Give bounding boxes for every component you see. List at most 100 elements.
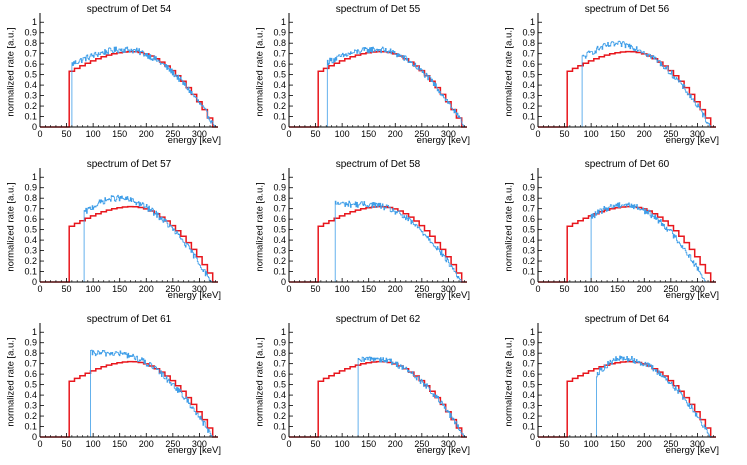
- panel-title: spectrum of Det 58: [335, 159, 421, 170]
- x-tick-label: 250: [165, 129, 180, 139]
- x-tick-label: 100: [335, 129, 350, 139]
- y-tick-label: 0.4: [24, 390, 37, 400]
- series-measurement-line: [289, 46, 467, 128]
- x-tick-label: 250: [165, 439, 180, 449]
- y-tick-label: 0.9: [24, 28, 37, 38]
- y-tick-label: 0.6: [24, 59, 37, 69]
- y-tick-label: 0.3: [273, 401, 286, 411]
- y-tick-label: 0.4: [522, 80, 535, 90]
- y-tick-label: 0.7: [24, 359, 37, 369]
- spectrum-panel: spectrum of Det 58 normalized rate [a.u.]…: [249, 155, 498, 310]
- x-tick-label: 300: [690, 439, 705, 449]
- panel-title: spectrum of Det 62: [335, 314, 421, 325]
- x-tick-label: 0: [37, 284, 42, 294]
- panel-title: spectrum of Det 64: [584, 314, 670, 325]
- y-tick-label: 0.3: [24, 401, 37, 411]
- x-tick-label: 100: [335, 439, 350, 449]
- y-tick-label: 0.2: [24, 256, 37, 266]
- x-axis-label: energy [keV]: [665, 135, 719, 146]
- x-tick-label: 150: [112, 129, 127, 139]
- x-tick-label: 150: [361, 439, 376, 449]
- x-tick-label: 300: [690, 129, 705, 139]
- series-measurement-line: [40, 46, 218, 128]
- y-tick-label: 0.6: [522, 369, 535, 379]
- y-tick-label: 0.9: [24, 183, 37, 193]
- x-axis-label: energy [keV]: [167, 445, 221, 456]
- y-tick-label: 0.1: [522, 112, 535, 122]
- x-tick-label: 100: [584, 439, 599, 449]
- y-tick-label: 0.3: [522, 246, 535, 256]
- x-tick-label: 250: [663, 439, 678, 449]
- series-simulation-line: [538, 205, 716, 283]
- x-tick-label: 100: [86, 439, 101, 449]
- y-tick-label: 0.2: [273, 411, 286, 421]
- x-tick-label: 250: [165, 284, 180, 294]
- y-tick-label: 0.1: [273, 267, 286, 277]
- x-tick-label: 150: [112, 439, 127, 449]
- x-tick-label: 0: [286, 284, 291, 294]
- y-tick-label: 0.2: [24, 101, 37, 111]
- y-tick-label: 0.9: [273, 28, 286, 38]
- y-tick-label: 0.5: [273, 380, 286, 390]
- y-tick-label: 0.1: [24, 267, 37, 277]
- series-simulation-line: [289, 360, 467, 438]
- y-tick-label: 1: [530, 327, 535, 337]
- y-tick-label: 0.2: [522, 101, 535, 111]
- x-tick-label: 0: [535, 129, 540, 139]
- y-tick-label: 0.3: [522, 401, 535, 411]
- y-tick-label: 1: [530, 172, 535, 182]
- y-tick-label: 0.6: [522, 59, 535, 69]
- y-tick-label: 0.7: [273, 359, 286, 369]
- y-tick-label: 0.8: [273, 38, 286, 48]
- y-tick-label: 0.8: [273, 348, 286, 358]
- y-tick-label: 0.7: [522, 359, 535, 369]
- y-tick-label: 0.3: [522, 91, 535, 101]
- y-tick-label: 0.1: [522, 422, 535, 432]
- x-tick-label: 0: [286, 129, 291, 139]
- x-tick-label: 100: [584, 129, 599, 139]
- spectrum-plot: 0 50 100 150 200 250 300 00.10.20.30.40.50.60.7…: [24, 323, 218, 449]
- y-tick-label: 1: [32, 17, 37, 27]
- spectrum-panel: spectrum of Det 60 normalized rate [a.u.]…: [498, 155, 747, 310]
- y-tick-label: 0.1: [522, 267, 535, 277]
- x-tick-label: 150: [112, 284, 127, 294]
- y-tick-label: 0.1: [24, 422, 37, 432]
- x-tick-label: 0: [286, 439, 291, 449]
- y-tick-label: 0.6: [273, 214, 286, 224]
- x-axis-label: energy [keV]: [665, 290, 719, 301]
- x-tick-label: 50: [560, 439, 570, 449]
- y-tick-label: 0.5: [522, 225, 535, 235]
- spectrum-plot: 0 50 100 150 200 250 300 00.10.20.30.40.50.60.7…: [522, 168, 716, 294]
- y-tick-label: 0.9: [273, 183, 286, 193]
- x-tick-label: 150: [361, 284, 376, 294]
- y-tick-label: 0.2: [273, 101, 286, 111]
- y-tick-label: 0.5: [24, 70, 37, 80]
- y-tick-label: 0: [32, 277, 37, 287]
- x-tick-label: 200: [637, 439, 652, 449]
- y-tick-label: 0.7: [24, 204, 37, 214]
- y-tick-label: 0.3: [24, 91, 37, 101]
- y-tick-label: 0: [530, 277, 535, 287]
- spectrum-panel: spectrum of Det 54 normalized rate [a.u.]…: [0, 0, 249, 155]
- series-simulation-line: [289, 205, 467, 283]
- x-tick-label: 200: [637, 284, 652, 294]
- series-measurement-line: [538, 40, 716, 128]
- panel-title: spectrum of Det 61: [86, 314, 172, 325]
- y-tick-label: 0.6: [522, 214, 535, 224]
- y-tick-label: 0.4: [273, 390, 286, 400]
- x-tick-label: 50: [62, 284, 72, 294]
- spectrum-panel: spectrum of Det 62 normalized rate [a.u.]…: [249, 310, 498, 465]
- y-tick-label: 0.5: [24, 380, 37, 390]
- y-tick-label: 0.1: [273, 112, 286, 122]
- x-tick-label: 300: [192, 439, 207, 449]
- x-tick-label: 0: [535, 284, 540, 294]
- x-axis-label: energy [keV]: [416, 135, 470, 146]
- series-simulation-line: [289, 50, 467, 128]
- y-tick-label: 0.5: [522, 70, 535, 80]
- y-tick-label: 0.6: [24, 369, 37, 379]
- x-tick-label: 250: [414, 129, 429, 139]
- y-tick-label: 0.3: [273, 91, 286, 101]
- x-tick-label: 300: [192, 129, 207, 139]
- y-tick-label: 0.3: [24, 246, 37, 256]
